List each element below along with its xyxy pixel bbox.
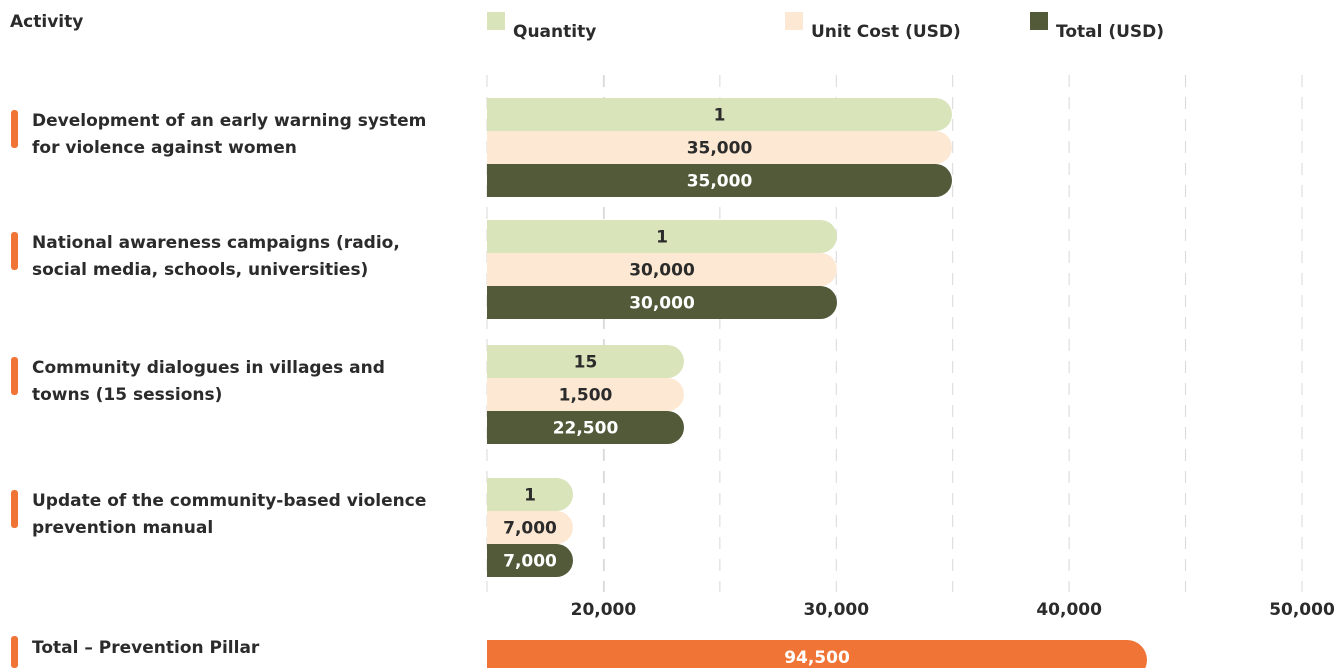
bar bbox=[487, 378, 684, 411]
category-label: for violence against women bbox=[32, 138, 297, 158]
category-label: social media, schools, universities) bbox=[32, 260, 368, 280]
legend-label: Quantity bbox=[513, 22, 596, 42]
bar-value-label: 22,500 bbox=[553, 419, 619, 439]
bar-value-label: 30,000 bbox=[629, 261, 695, 281]
bar-value-label: 35,000 bbox=[687, 139, 753, 159]
bar-left-edge bbox=[487, 164, 520, 197]
legend-label: Unit Cost (USD) bbox=[811, 22, 961, 42]
bar-value-label: 1,500 bbox=[559, 386, 613, 406]
x-tick-label: 30,000 bbox=[803, 600, 869, 620]
category-label: towns (15 sessions) bbox=[32, 385, 222, 405]
category-label: prevention manual bbox=[32, 518, 213, 538]
bar bbox=[487, 164, 952, 197]
bar bbox=[487, 411, 684, 444]
bar-value-label: 7,000 bbox=[503, 519, 557, 539]
category-label: National awareness campaigns (radio, bbox=[32, 233, 400, 253]
bar-left-edge bbox=[487, 131, 520, 164]
bar bbox=[487, 98, 952, 131]
x-tick-label: 50,000 bbox=[1269, 600, 1335, 620]
bar-left-edge bbox=[487, 478, 520, 511]
bar-left-edge bbox=[487, 378, 520, 411]
category-marker bbox=[11, 110, 18, 148]
legend-swatch bbox=[487, 12, 505, 30]
legend-swatch bbox=[1030, 12, 1048, 30]
bar-left-edge bbox=[487, 411, 520, 444]
x-tick-label: 20,000 bbox=[571, 600, 637, 620]
bar-value-label: 1 bbox=[524, 486, 536, 506]
category-marker bbox=[11, 490, 18, 528]
bar-left-edge bbox=[487, 345, 520, 378]
category-label: Community dialogues in villages and bbox=[32, 358, 385, 378]
legend-swatch bbox=[785, 12, 803, 30]
bar-value-label: 30,000 bbox=[629, 294, 695, 314]
category-marker bbox=[11, 357, 18, 395]
total-bar-left-edge bbox=[487, 640, 527, 668]
legend-label: Total (USD) bbox=[1056, 22, 1164, 42]
bar-value-label: 15 bbox=[574, 353, 598, 373]
category-label: Development of an early warning system bbox=[32, 111, 426, 131]
total-label: Total – Prevention Pillar bbox=[32, 638, 260, 658]
bar bbox=[487, 131, 952, 164]
bar-left-edge bbox=[487, 253, 520, 286]
total-value-label: 94,500 bbox=[784, 648, 850, 668]
category-marker bbox=[11, 636, 18, 668]
bar bbox=[487, 220, 837, 253]
bar bbox=[487, 345, 684, 378]
x-tick-label: 40,000 bbox=[1036, 600, 1102, 620]
bar-left-edge bbox=[487, 544, 520, 577]
total-bar bbox=[487, 640, 1147, 668]
category-label: Update of the community-based violence bbox=[32, 491, 426, 511]
category-header: Activity bbox=[10, 12, 83, 32]
bar bbox=[487, 286, 837, 319]
bar-value-label: 1 bbox=[714, 106, 726, 126]
bar-left-edge bbox=[487, 98, 520, 131]
bar-left-edge bbox=[487, 286, 520, 319]
bar-value-label: 7,000 bbox=[503, 552, 557, 572]
category-marker bbox=[11, 232, 18, 270]
bar bbox=[487, 253, 837, 286]
bar-value-label: 1 bbox=[656, 228, 668, 248]
bar-left-edge bbox=[487, 220, 520, 253]
bar-value-label: 35,000 bbox=[687, 172, 753, 192]
bar-left-edge bbox=[487, 511, 520, 544]
